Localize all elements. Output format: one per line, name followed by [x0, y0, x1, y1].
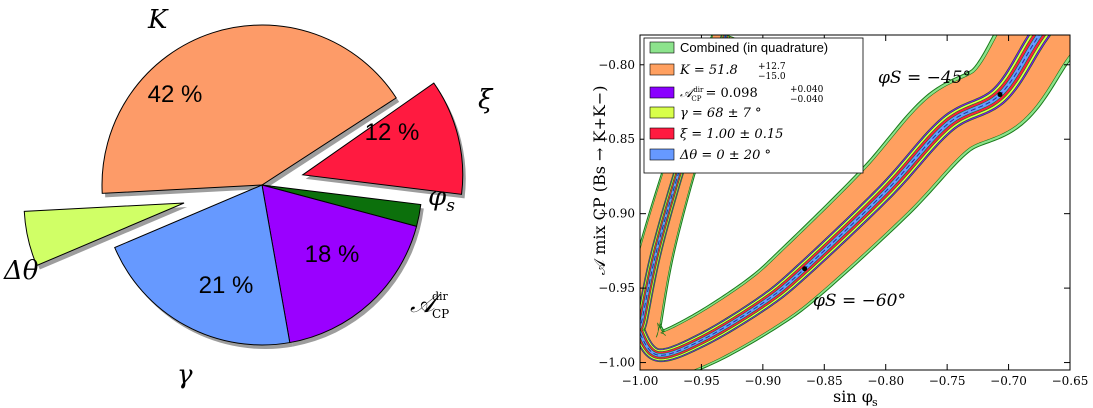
legend-swatch-4 — [649, 127, 675, 140]
legend-swatch-1 — [649, 63, 675, 76]
label-dtheta: Δθ — [3, 256, 39, 286]
x-axis-label: sin φ s — [833, 387, 878, 408]
marker-point-1 — [802, 266, 808, 272]
y-axis-label: 𝒜 mix CP (Bs → K+K−) — [590, 86, 609, 275]
legend-label-0: Combined (in quadrature) — [680, 40, 828, 55]
percent-gamma: 21 % — [199, 272, 254, 299]
y-tick-label: −0.80 — [598, 58, 635, 72]
legend-sup-2: +0.040 — [790, 85, 824, 95]
plot-frame — [639, 34, 1071, 371]
y-tick-label: −0.90 — [598, 207, 635, 221]
legend-swatch-5 — [649, 148, 675, 161]
label-acp: 𝒜 dir CP — [410, 289, 449, 321]
pie-slice-5 — [23, 202, 185, 267]
x-tick-label: −0.70 — [990, 374, 1027, 388]
svg-text:CP: CP — [432, 307, 449, 321]
svg-text:s: s — [872, 396, 878, 408]
legend-label-4: ξ = 1.00 ± 0.15 — [680, 127, 783, 142]
percent-K: 42 % — [148, 81, 203, 108]
legend-swatch-0 — [649, 41, 675, 54]
band-group — [640, 35, 1070, 370]
pie-slice-4 — [114, 184, 291, 346]
legend-label-2: 𝒜dir CP = 0.098 — [680, 86, 758, 103]
legend: Combined (in quadrature) K = 51.8 +12.7−15… — [643, 37, 864, 174]
label-xi: ξ — [478, 85, 494, 115]
percent-xi: 12 % — [365, 119, 420, 146]
pie-percent-labels: 42 % 12 % 18 % 21 % — [148, 81, 420, 299]
y-tick-label: −0.95 — [598, 281, 635, 295]
x-tick-label: −0.90 — [744, 374, 781, 388]
pie-slice-3 — [261, 184, 418, 344]
legend-swatch-2 — [649, 86, 675, 99]
annotation-phi60: φS = −60° — [813, 291, 906, 311]
percent-acp: 18 % — [305, 241, 360, 268]
svg-text:dir: dir — [432, 290, 449, 303]
svg-text:sin φ: sin φ — [833, 387, 873, 406]
legend-sup-1: +12.7 — [758, 62, 786, 72]
pie-slice-0 — [101, 24, 397, 194]
x-tick-label: −0.65 — [1052, 374, 1089, 388]
y-tick-label: −1.00 — [598, 356, 635, 370]
pie-labels: K ξ φs 𝒜 dir CP γ Δθ — [3, 5, 494, 390]
legend-sub-1: −15.0 — [758, 72, 786, 82]
x-tick-label: −1.00 — [622, 374, 659, 388]
legend-swatch-3 — [649, 106, 675, 119]
label-phis: φs — [428, 182, 455, 216]
pie-chart — [23, 24, 466, 349]
band-3 — [640, 35, 1050, 361]
x-tick-label: −0.80 — [867, 374, 904, 388]
marker-point-0 — [997, 92, 1003, 98]
axis-ticks: −1.00 −0.95 −0.90 −0.85 −0.80 −0.75 −0.70 −0.65… — [598, 35, 1088, 388]
y-tick-label: −0.85 — [598, 132, 635, 146]
band-5 — [640, 35, 1043, 358]
label-K: K — [147, 5, 169, 35]
x-tick-label: −0.85 — [806, 374, 843, 388]
x-tick-label: −0.95 — [683, 374, 720, 388]
band-4 — [640, 35, 1047, 360]
pie-slice-1 — [301, 82, 464, 195]
legend-sub-2: −0.040 — [790, 95, 824, 105]
x-tick-label: −0.75 — [929, 374, 966, 388]
annotation-phi45: φS = −45° — [878, 68, 971, 88]
central-curve — [640, 35, 1040, 356]
label-gamma: γ — [177, 360, 193, 390]
legend-label-3: γ = 68 ± 7 ° — [680, 106, 762, 121]
legend-label-5: Δθ = 0 ± 20 ° — [679, 148, 771, 163]
legend-box — [643, 37, 864, 174]
legend-label-1: K = 51.8 — [679, 63, 738, 78]
plot-extra — [640, 35, 1040, 356]
